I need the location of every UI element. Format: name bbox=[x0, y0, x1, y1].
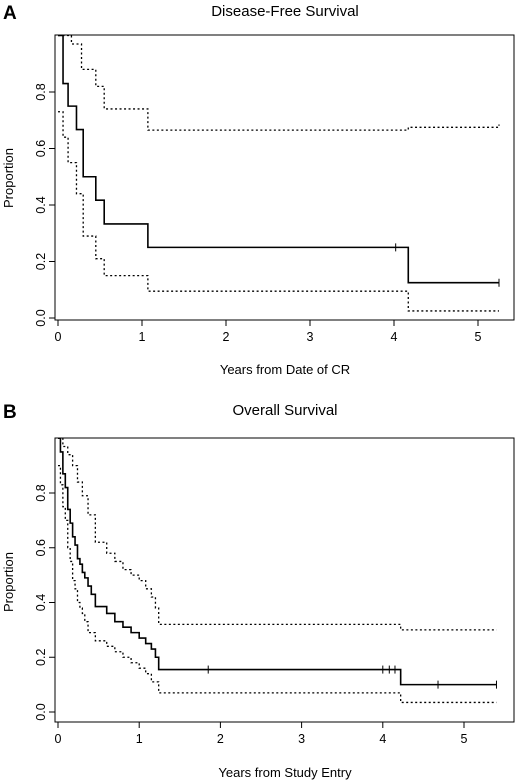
panel-a-xlabel: Years from Date of CR bbox=[220, 362, 350, 377]
panel-b-letter: B bbox=[3, 402, 17, 423]
panel-a-ytick-label: 0.8 bbox=[34, 83, 48, 100]
panel-a-plot-frame bbox=[54, 34, 515, 321]
panel-a-xtick-label: 5 bbox=[475, 330, 482, 344]
panel-b-estimate-line bbox=[58, 437, 497, 686]
panel-b-xtick-label: 5 bbox=[461, 732, 468, 746]
panel-b-plot-frame bbox=[54, 437, 515, 723]
panel-a-xtick-label: 2 bbox=[223, 330, 230, 344]
panel-a-xtick-label: 0 bbox=[55, 330, 62, 344]
panel-b-ytick-label: 0.4 bbox=[34, 594, 48, 611]
panel-b-xtick-label: 3 bbox=[298, 732, 305, 746]
panel-a-plot: 0 1 2 3 4 5 0.0 0.2 0.4 0.6 0.8 bbox=[34, 34, 515, 344]
panel-a-xtick-label: 3 bbox=[307, 330, 314, 344]
panel-a-ylabel: Proportion bbox=[1, 148, 16, 208]
panel-b-ytick-label: 0.0 bbox=[34, 703, 48, 720]
panel-a-lower-bound-line bbox=[58, 111, 499, 312]
panel-b-upper-bound-line bbox=[58, 437, 497, 631]
panel-a-ytick-label: 0.2 bbox=[34, 253, 48, 270]
panel-a-ytick-label: 0.6 bbox=[34, 140, 48, 157]
panel-b-title: Overall Survival bbox=[232, 402, 337, 419]
panel-a-xtick-label: 4 bbox=[391, 330, 398, 344]
panel-b-xtick-label: 0 bbox=[55, 732, 62, 746]
panel-b-ytick-label: 0.6 bbox=[34, 539, 48, 556]
panel-b-ytick-label: 0.2 bbox=[34, 649, 48, 666]
panel-a-letter: A bbox=[3, 3, 17, 24]
panel-a-ytick-label: 0.4 bbox=[34, 196, 48, 213]
panel-b-xtick-label: 2 bbox=[217, 732, 224, 746]
panel-b-ytick-label: 0.8 bbox=[34, 484, 48, 501]
panel-a-upper-bound-line bbox=[58, 34, 500, 131]
panel-a-title: Disease-Free Survival bbox=[211, 3, 359, 20]
panel-b-lower-bound-line bbox=[58, 464, 497, 704]
panel-b-xtick-label: 4 bbox=[379, 732, 386, 746]
panel-b-ylabel: Proportion bbox=[1, 552, 16, 612]
panel-b-xtick-label: 1 bbox=[136, 732, 143, 746]
panel-b-plot: 0 1 2 3 4 5 0.0 0.2 0.4 0.6 0.8 bbox=[34, 437, 515, 746]
panel-a-ytick-label: 0.0 bbox=[34, 309, 48, 326]
panel-a-estimate-line bbox=[58, 34, 499, 284]
panel-b-xlabel: Years from Study Entry bbox=[218, 765, 352, 780]
panel-a-xtick-label: 1 bbox=[139, 330, 146, 344]
